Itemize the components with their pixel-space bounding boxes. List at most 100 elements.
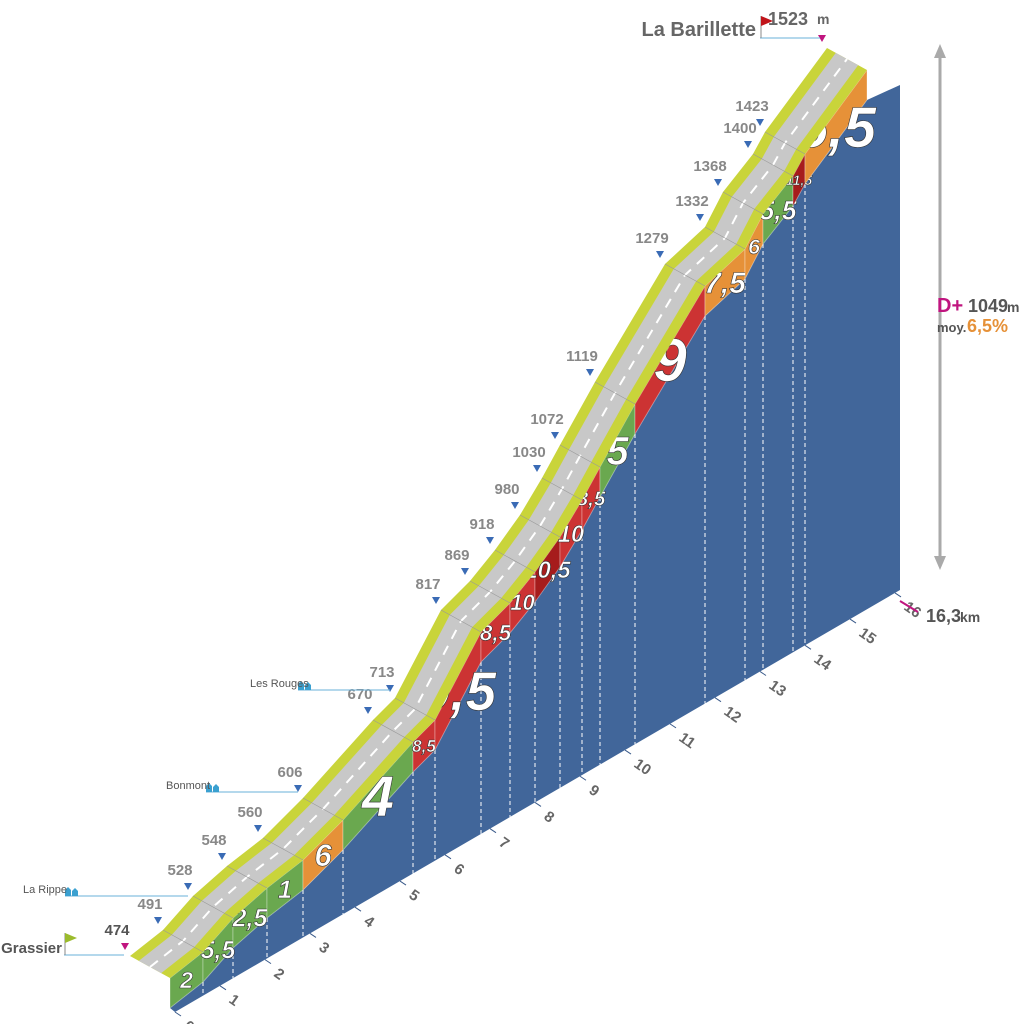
altitude-marker xyxy=(656,251,664,258)
locality-icon xyxy=(298,681,311,690)
altitude-marker xyxy=(714,179,722,186)
locality-icon xyxy=(206,783,219,792)
gradient-label: 2 xyxy=(179,967,193,993)
road-joint xyxy=(594,381,636,405)
x-tick-label: 13 xyxy=(766,677,789,700)
altitude-marker xyxy=(818,35,826,42)
x-tick xyxy=(219,985,227,991)
x-tick xyxy=(534,802,542,807)
altitude-marker xyxy=(511,502,519,509)
altitude-marker xyxy=(696,214,704,221)
altitude-label: 1119 xyxy=(566,348,598,365)
summit-unit: m xyxy=(817,11,829,27)
locality-name: La Rippe xyxy=(23,884,67,896)
altitude-label: 528 xyxy=(167,862,192,879)
road-joint xyxy=(541,477,583,501)
altitude-marker xyxy=(154,917,162,924)
average-label: moy. xyxy=(937,320,966,335)
arrow-head xyxy=(934,556,946,570)
altitude-label: 1279 xyxy=(635,230,668,247)
road-joint xyxy=(722,191,764,215)
x-tick-label: 5 xyxy=(406,886,423,905)
gradient-label: 10 xyxy=(510,590,534,615)
gain-label: D+ xyxy=(937,295,963,317)
x-tick xyxy=(489,828,497,834)
altitude-label: 670 xyxy=(347,686,372,703)
road xyxy=(138,52,859,974)
locality-icon xyxy=(65,887,78,896)
x-tick-label: 11 xyxy=(676,729,699,752)
road-joint xyxy=(519,514,561,538)
altitude-marker xyxy=(551,432,559,439)
altitude-marker xyxy=(364,707,372,714)
altitude-marker xyxy=(386,685,394,692)
x-tick-label: 8 xyxy=(541,808,558,827)
x-tick xyxy=(669,723,677,729)
altitude-label: 980 xyxy=(494,481,519,498)
altitude-marker xyxy=(294,785,302,792)
x-tick xyxy=(399,880,407,886)
distance-unit: km xyxy=(960,609,980,625)
x-tick xyxy=(579,775,587,781)
gradient-label: 2,5 xyxy=(232,905,269,933)
road-joint xyxy=(764,131,806,155)
gain-unit: m xyxy=(1007,299,1019,315)
side-face xyxy=(170,85,900,1012)
road-joint xyxy=(162,929,204,953)
altitude-label: 1332 xyxy=(675,193,708,210)
gradient-label: 6 xyxy=(314,838,332,873)
gain-value: 1049 xyxy=(968,296,1008,316)
summit-flag xyxy=(761,16,773,26)
x-tick xyxy=(759,671,767,676)
x-tick-label: 12 xyxy=(721,703,744,726)
summit-name: La Barillette xyxy=(642,19,756,41)
gradient-label: 5,5 xyxy=(201,937,237,965)
x-tick-label: 2 xyxy=(271,965,288,984)
road-joint xyxy=(664,263,706,287)
x-tick xyxy=(309,933,317,938)
x-tick-label: 6 xyxy=(451,860,468,879)
locality-name: Bonmont xyxy=(166,780,210,792)
altitude-label: 1368 xyxy=(693,158,726,175)
average-value: 6,5% xyxy=(967,316,1008,336)
altitude-label: 606 xyxy=(277,764,302,781)
altitude-label: 560 xyxy=(237,804,262,821)
altitude-marker xyxy=(184,883,192,890)
altitude-label: 1423 xyxy=(735,98,768,115)
altitude-label: 1030 xyxy=(512,444,545,461)
x-tick-label: 10 xyxy=(631,755,654,778)
x-tick xyxy=(624,749,632,755)
altitude-label: 713 xyxy=(369,664,394,681)
altitude-label: 817 xyxy=(415,576,440,593)
altitude-label: 1072 xyxy=(530,411,563,428)
road-joint xyxy=(559,444,601,468)
x-tick xyxy=(849,618,857,624)
gradient-label: 6 xyxy=(748,234,761,259)
x-tick-label: 1 xyxy=(226,991,243,1010)
x-tick-label: 14 xyxy=(811,651,835,675)
altitude-label: 491 xyxy=(137,896,162,913)
start-flag xyxy=(65,933,77,943)
x-tick-label: 4 xyxy=(361,913,378,932)
road-joint xyxy=(192,895,234,919)
road-joint xyxy=(262,837,304,861)
altitude-marker xyxy=(254,825,262,832)
x-tick-label: 0 xyxy=(181,1017,198,1024)
centerline xyxy=(149,58,848,968)
altitude-label: 1523 xyxy=(768,9,808,29)
x-tick xyxy=(804,644,812,650)
altitude-label: 869 xyxy=(444,547,469,564)
x-tick xyxy=(894,592,902,598)
distance-tick xyxy=(899,600,919,613)
x-tick-label: 16 xyxy=(901,598,924,621)
locality-name: Les Rouges xyxy=(250,678,309,690)
altitude-label: 1400 xyxy=(723,120,756,137)
road-joint xyxy=(440,609,482,633)
start-name: Grassier xyxy=(1,940,62,957)
altitude-marker xyxy=(586,369,594,376)
gradient-label: 1 xyxy=(278,876,292,904)
arrow-head xyxy=(934,44,946,58)
x-tick xyxy=(354,906,362,912)
altitude-marker xyxy=(121,943,129,950)
